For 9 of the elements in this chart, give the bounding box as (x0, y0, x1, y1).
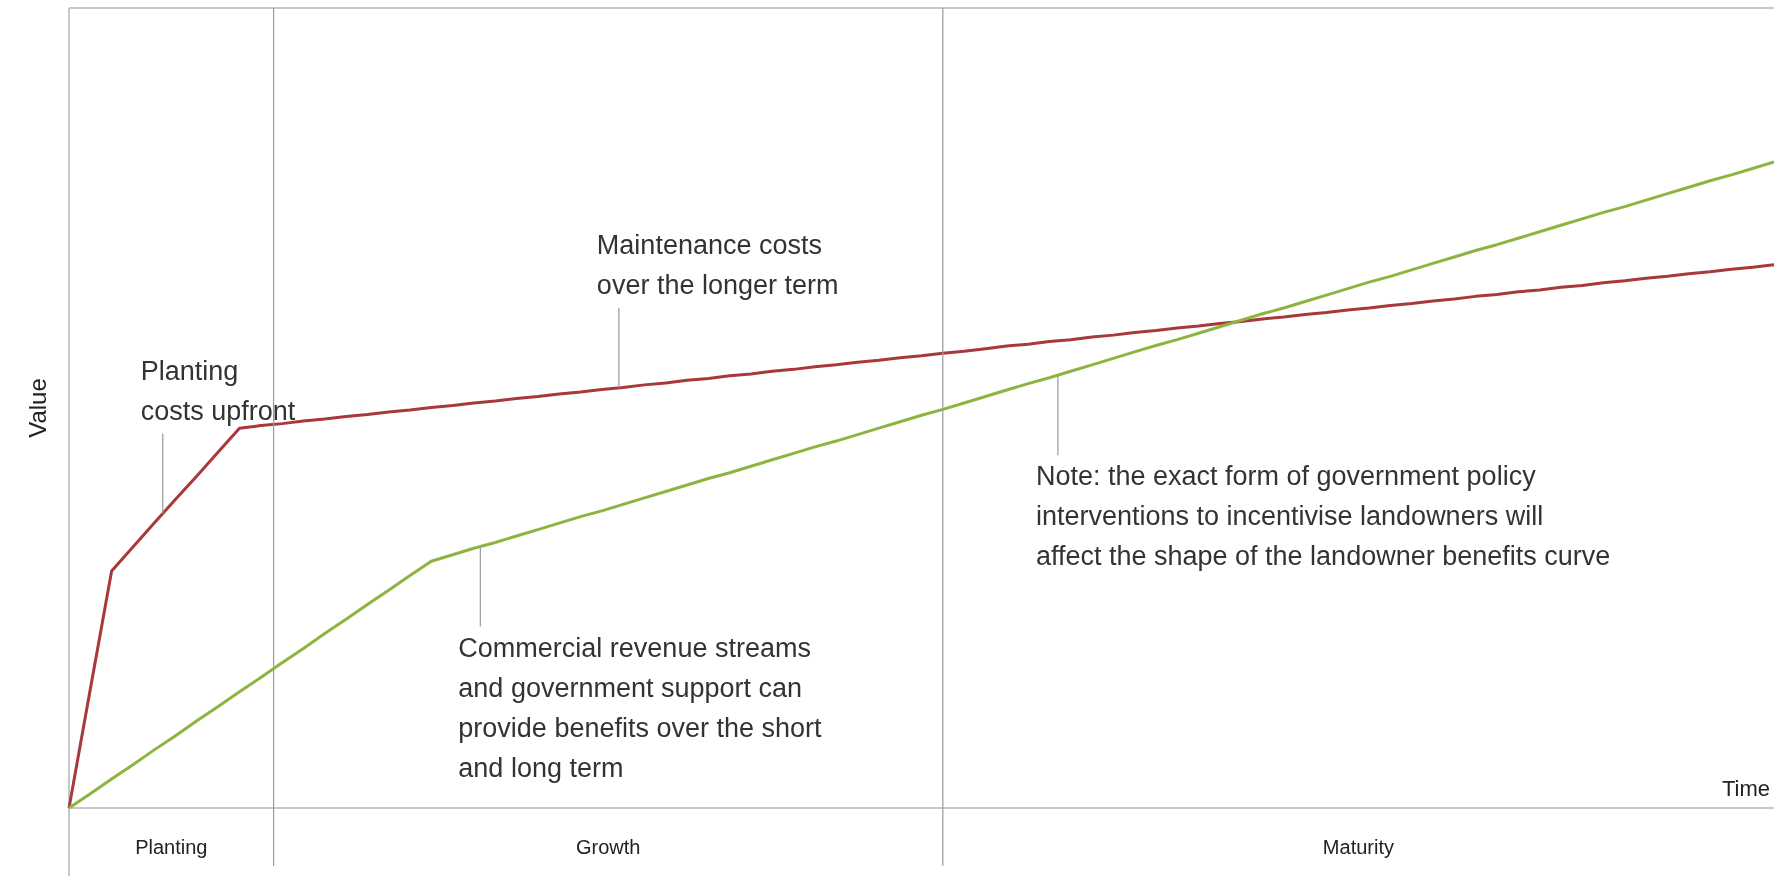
annotation: Commercial revenue streams and government support can provide benefits over the short and long term (458, 632, 823, 783)
text: Growth (575, 836, 641, 858)
annotation: Planting costs upfront (140, 355, 296, 426)
text: Maturity (1322, 836, 1394, 858)
text: Planting (135, 836, 208, 858)
y-axis-title: Value (24, 378, 51, 438)
x-axis-title: Time (1721, 776, 1770, 801)
annotation: Note: the exact form of government policy interventions to incentivise landowners will affect the shape of the landowner benefits curve (1035, 461, 1611, 572)
annotation: Maintenance costs over the longer term (596, 229, 839, 300)
